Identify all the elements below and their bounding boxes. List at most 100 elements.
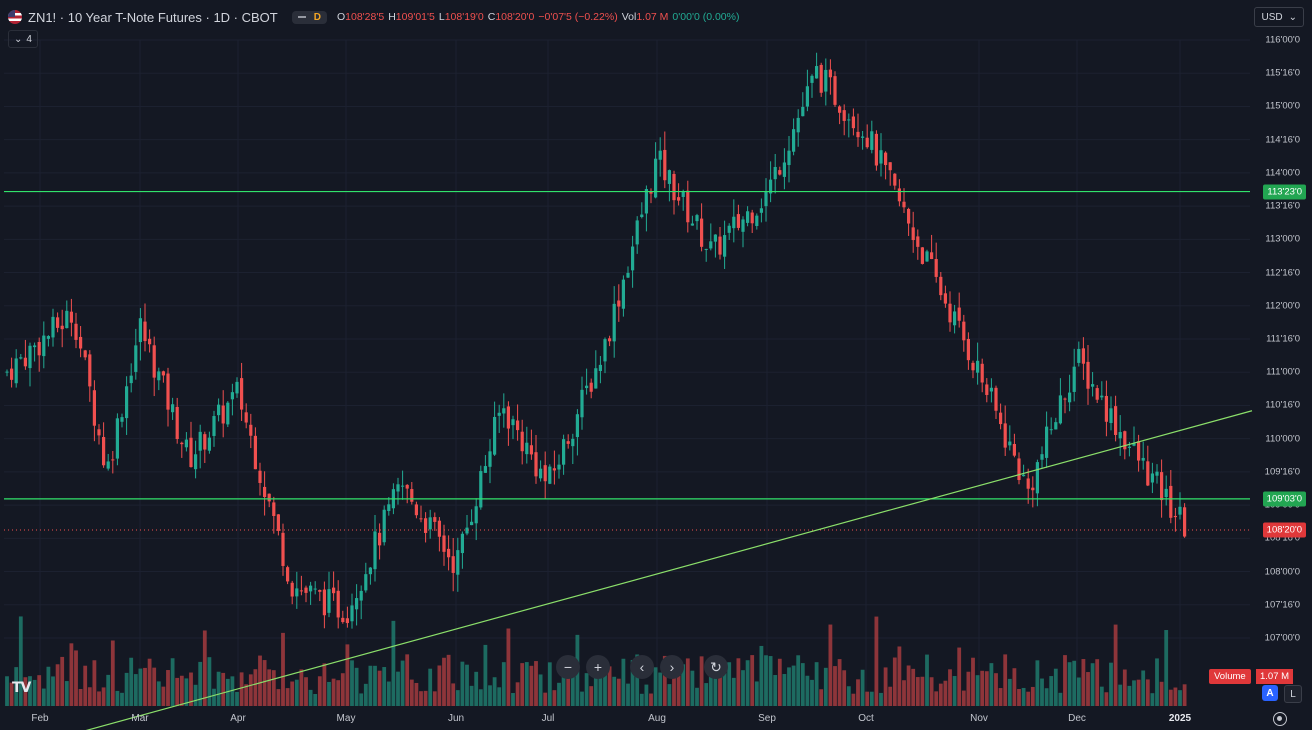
volume-bar <box>975 675 980 706</box>
candle-body <box>276 514 280 531</box>
candle-body <box>387 504 391 512</box>
indicators-collapse-button[interactable]: ⌄ 4 <box>8 30 38 48</box>
candle-body <box>474 506 478 524</box>
volume-bar <box>492 677 497 706</box>
candle-body <box>861 136 865 138</box>
candle-body <box>506 406 510 429</box>
volume-bar <box>851 693 856 706</box>
interval-pill[interactable]: D <box>291 10 327 24</box>
candle-body <box>1086 361 1090 389</box>
volume-bar <box>386 681 391 706</box>
candle-body <box>511 419 515 426</box>
candle-body <box>897 188 901 202</box>
candle-body <box>488 451 492 467</box>
volume-bar <box>860 669 865 706</box>
volume-bar <box>391 620 396 706</box>
candle-body <box>851 116 855 129</box>
volume-bar <box>451 683 456 706</box>
candle-body <box>1012 443 1016 456</box>
volume-bar <box>166 670 170 706</box>
candle-body <box>46 336 50 339</box>
ohlc-item-value: 108'20'0 <box>495 11 535 23</box>
ohlc-item-value: −0'07'5 (−0.22%) <box>538 11 618 23</box>
price-axis-label: 114'00'0 <box>1265 167 1300 179</box>
candle-body <box>1040 454 1044 460</box>
candle-body <box>1031 487 1035 491</box>
candle-body <box>304 587 308 593</box>
symbol-title[interactable]: ZN1! · 10 Year T-Note Futures · 1D · CBO… <box>28 9 278 25</box>
volume-bar <box>304 677 308 706</box>
volume-bar <box>1081 659 1086 706</box>
candle-body <box>364 574 368 591</box>
candle-body <box>419 518 423 520</box>
scroll-left-button[interactable]: ‹ <box>630 655 654 679</box>
volume-bar <box>345 644 350 706</box>
ohlc-item: H109'01'5 <box>388 11 435 23</box>
volume-bar <box>129 657 134 706</box>
candle-body <box>97 429 101 436</box>
volume-bar <box>469 685 474 706</box>
volume-bar <box>198 661 203 706</box>
price-axis-label: 108'16'0 <box>1264 532 1300 544</box>
zoom-out-button[interactable]: − <box>556 655 580 679</box>
volume-bar <box>189 672 193 706</box>
candle-body <box>847 119 851 121</box>
candle-body <box>401 485 405 487</box>
volume-bar <box>934 691 939 706</box>
auto-scale-button[interactable]: A <box>1262 685 1278 701</box>
volume-bar <box>258 655 262 706</box>
candle-body <box>235 381 239 394</box>
candle-body <box>355 598 359 610</box>
price-axis-label: 114'16'0 <box>1265 134 1300 146</box>
volume-bar <box>64 681 69 706</box>
candle-body <box>405 484 409 489</box>
scroll-right-button[interactable]: › <box>660 655 684 679</box>
data-delay-badge[interactable]: D <box>313 11 321 23</box>
candle-body <box>879 150 883 164</box>
candle-body <box>327 589 331 613</box>
candle-body <box>1146 461 1150 486</box>
candle-body <box>345 618 349 624</box>
volume-bar <box>60 656 65 706</box>
candle-body <box>566 441 570 444</box>
log-scale-button[interactable]: L <box>1284 685 1302 703</box>
volume-bar <box>943 680 948 706</box>
candle-body <box>115 418 119 459</box>
settings-gear-icon[interactable] <box>1273 712 1287 726</box>
volume-bar <box>37 675 42 706</box>
candle-body <box>989 387 993 392</box>
candle-body <box>695 215 699 222</box>
candle-body <box>295 588 299 597</box>
volume-bar <box>207 657 212 706</box>
volume-bar <box>856 679 860 706</box>
candle-body <box>249 424 253 436</box>
ohlc-item-value: 0'00'0 (0.00%) <box>672 11 740 23</box>
candle-body <box>1077 348 1081 363</box>
candle-body <box>180 442 184 445</box>
volume-bar <box>902 680 906 706</box>
candle-body <box>341 617 345 623</box>
volume-bar <box>524 662 529 706</box>
ohlc-item: Vol1.07 M <box>622 11 669 23</box>
volume-bar <box>1076 677 1081 706</box>
candle-body <box>667 170 671 184</box>
tradingview-logo[interactable]: TV <box>12 680 31 696</box>
volume-bar <box>290 681 295 706</box>
candle-body <box>483 466 487 473</box>
zoom-in-button[interactable]: + <box>586 655 610 679</box>
candle-body <box>148 338 152 345</box>
candle-body <box>1068 392 1072 403</box>
reset-chart-button[interactable]: ↻ <box>704 655 728 679</box>
volume-bar <box>635 654 640 706</box>
candle-body <box>1003 423 1007 448</box>
candle-body <box>175 406 179 440</box>
currency-select[interactable]: USD ⌄ <box>1254 7 1304 27</box>
time-axis-label: Mar <box>131 713 149 724</box>
time-axis-label: Nov <box>970 713 988 724</box>
candle-body <box>1127 446 1131 448</box>
candle-body <box>580 389 584 418</box>
ohlc-item: L108'19'0 <box>439 11 484 23</box>
volume-bar <box>156 681 161 706</box>
